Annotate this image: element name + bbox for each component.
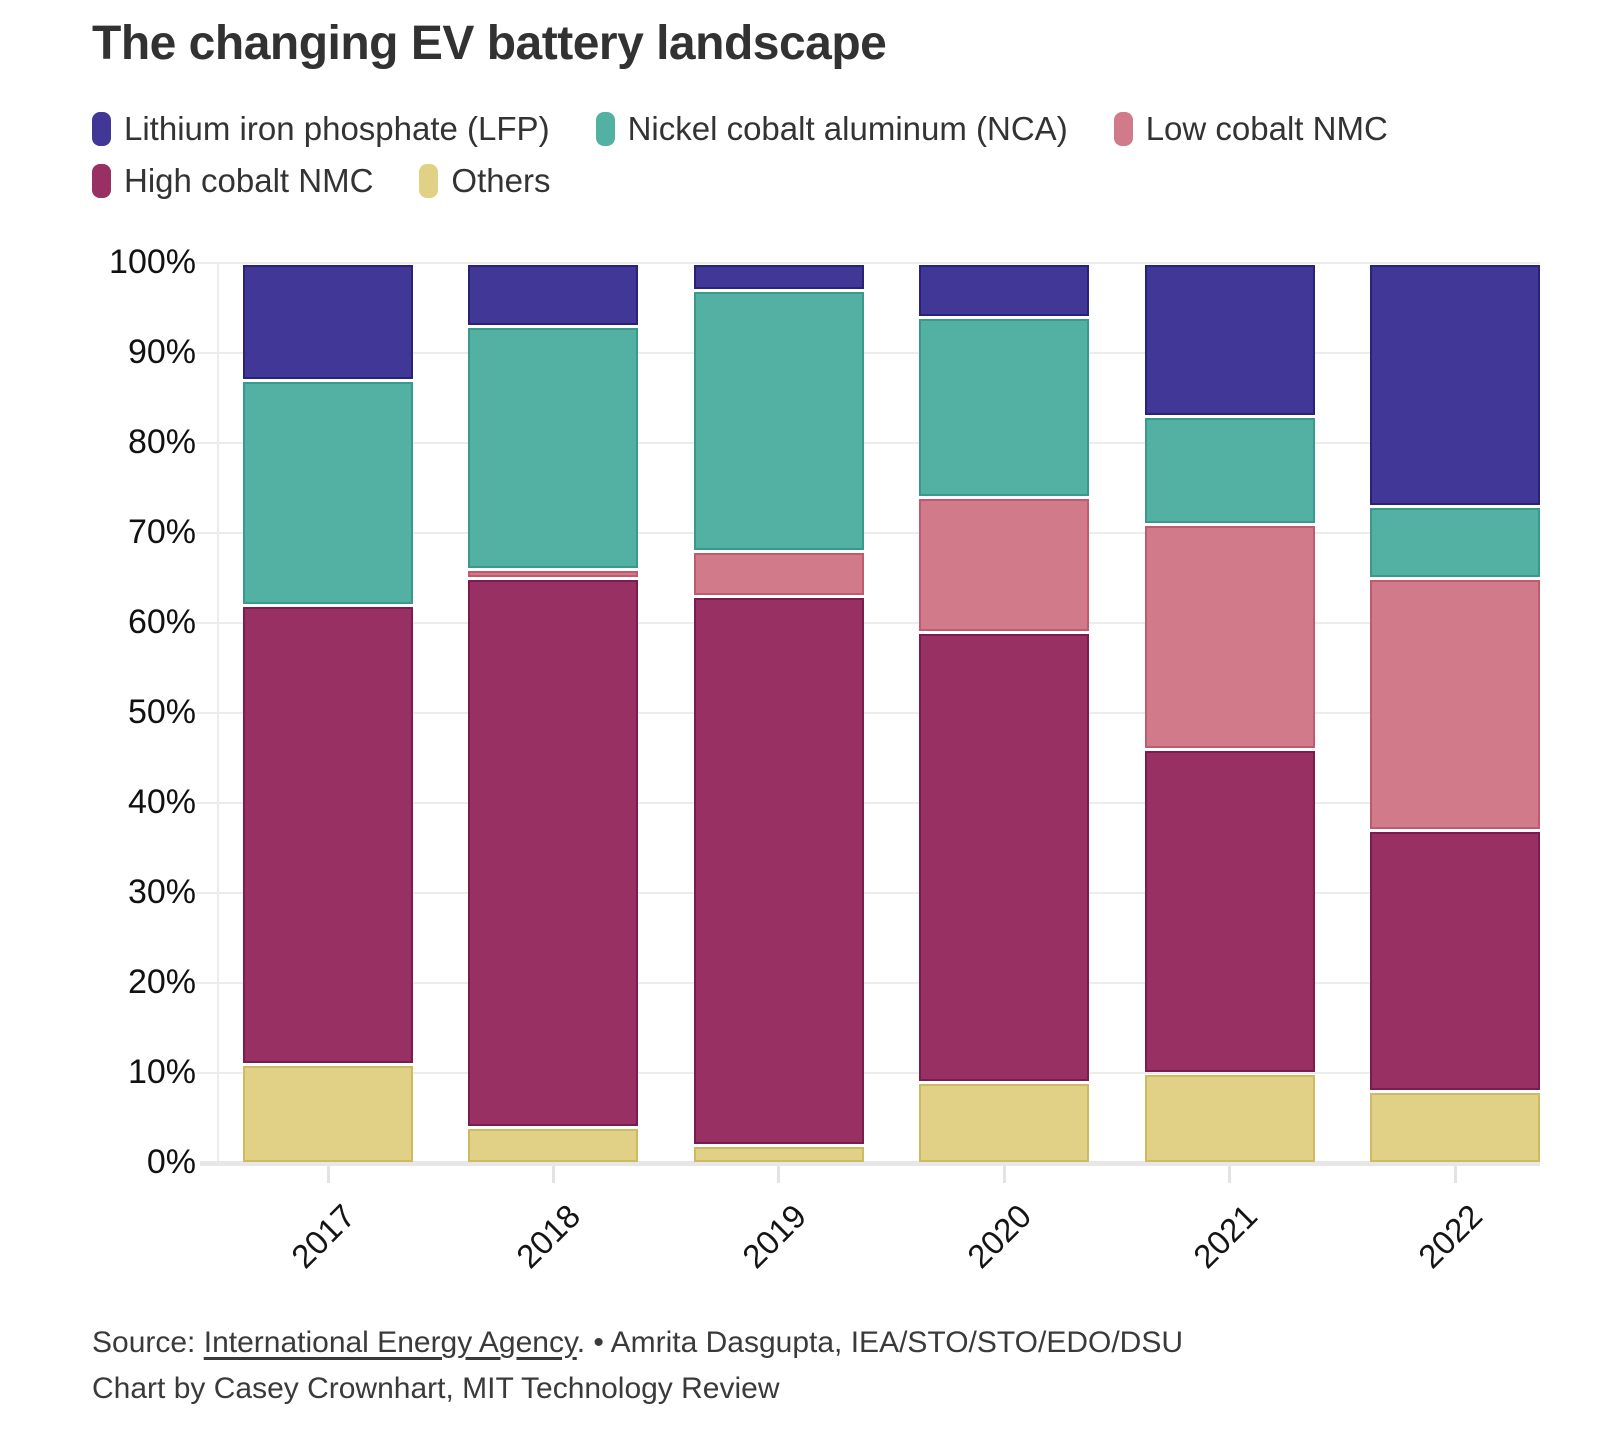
bar-segment: [1370, 1092, 1540, 1162]
x-axis-tick: [1453, 1166, 1457, 1183]
legend-swatch-icon: [419, 164, 439, 198]
gridline-80: [217, 442, 1540, 444]
legend-item-0: Lithium iron phosphate (LFP): [92, 110, 550, 148]
x-axis-tick: [1228, 1166, 1232, 1183]
gridline-100: [217, 262, 1540, 264]
x-axis-tick: [777, 1166, 781, 1183]
bar-segment: [919, 633, 1090, 1081]
source-line-2: Chart by Casey Crownhart, MIT Technology…: [92, 1372, 780, 1405]
y-axis-label: 90%: [127, 333, 196, 371]
bar-segment: [919, 1083, 1090, 1162]
gridline-60: [217, 622, 1540, 624]
bar-segment: [1370, 579, 1540, 829]
legend-label: Lithium iron phosphate (LFP): [124, 110, 550, 147]
y-axis-tick: [196, 442, 217, 444]
bar-segment: [1144, 264, 1315, 415]
y-axis-tick: [196, 532, 217, 534]
legend-item-4: Others: [419, 162, 550, 200]
gridline-40: [217, 802, 1540, 804]
legend-swatch-icon: [595, 112, 615, 146]
y-axis-tick: [196, 622, 217, 624]
y-axis-label: 30%: [127, 873, 196, 911]
legend-swatch-icon: [92, 112, 111, 146]
y-axis-label: 80%: [127, 423, 196, 461]
x-axis-label: 2022: [1411, 1197, 1490, 1276]
gridline-30: [217, 892, 1540, 894]
x-axis-label: 2020: [960, 1197, 1039, 1276]
x-axis-label: 2021: [1185, 1197, 1264, 1276]
bar-segment: [468, 1128, 639, 1162]
bar-segment: [919, 264, 1090, 316]
bar-segment: [243, 1065, 413, 1162]
gridline-70: [217, 532, 1540, 534]
bar-segment: [468, 327, 639, 568]
bar-segment: [243, 264, 413, 379]
y-axis-tick: [196, 712, 217, 714]
bar-segment: [693, 552, 864, 595]
x-axis-tick: [1002, 1166, 1006, 1183]
y-axis-label: 50%: [127, 693, 196, 731]
source-link[interactable]: International Energy Agency: [203, 1326, 577, 1359]
y-axis-label: 0%: [146, 1143, 196, 1181]
bar-segment: [1144, 417, 1315, 523]
bar-segment: [243, 606, 413, 1063]
legend-swatch-icon: [92, 164, 111, 198]
x-axis-baseline: [200, 1161, 1540, 1166]
legend-item-2: Low cobalt NMC: [1113, 110, 1388, 148]
bar-segment: [468, 579, 639, 1126]
gridline-50: [217, 712, 1540, 714]
bar-segment: [1370, 831, 1540, 1090]
x-axis-tick: [551, 1166, 555, 1183]
source-prefix: Source:: [92, 1326, 204, 1359]
source-caption: Source: International Energy Agency. • A…: [92, 1320, 1532, 1412]
y-axis-label: 60%: [127, 603, 196, 641]
bar-segment: [693, 291, 864, 550]
legend-swatch-icon: [1113, 112, 1133, 146]
bar-segment: [1370, 264, 1540, 505]
x-axis-tick: [326, 1166, 330, 1183]
y-axis-label: 40%: [127, 783, 196, 821]
bar-segment: [468, 264, 639, 325]
legend-label: High cobalt NMC: [124, 162, 374, 199]
legend-label: Low cobalt NMC: [1145, 110, 1388, 147]
bar-segment: [1144, 525, 1315, 748]
y-axis-tick: [196, 802, 217, 804]
gridline-10: [217, 1072, 1540, 1074]
gridline-90: [217, 352, 1540, 354]
x-axis-label: 2017: [284, 1197, 363, 1276]
x-axis-label: 2018: [509, 1197, 588, 1276]
bar-segment: [1144, 750, 1315, 1072]
legend-label: Nickel cobalt aluminum (NCA): [627, 110, 1068, 147]
chart-title: The changing EV battery landscape: [92, 17, 887, 70]
bar-segment: [468, 570, 639, 577]
bar-segment: [243, 381, 413, 604]
legend-label: Others: [451, 162, 551, 199]
source-line-1: Source: International Energy Agency. • A…: [92, 1320, 1532, 1366]
bar-segment: [1370, 507, 1540, 577]
y-axis-label: 70%: [127, 513, 196, 551]
legend-item-1: Nickel cobalt aluminum (NCA): [595, 110, 1068, 148]
bar-segment: [693, 1146, 864, 1162]
bar-segment: [919, 318, 1090, 496]
x-axis-label: 2019: [734, 1197, 813, 1276]
y-axis-label: 20%: [127, 963, 196, 1001]
bar-segment: [693, 264, 864, 289]
bar-segment: [919, 498, 1090, 631]
y-axis-tick: [196, 1072, 217, 1074]
legend-item-3: High cobalt NMC: [92, 162, 373, 200]
legend: Lithium iron phosphate (LFP) Nickel cobal…: [92, 110, 1482, 214]
y-axis-label: 100%: [109, 243, 196, 281]
bar-segment: [1144, 1074, 1315, 1162]
y-axis-tick: [196, 262, 217, 264]
gridline-20: [217, 982, 1540, 984]
y-axis-label: 10%: [127, 1053, 196, 1091]
bar-segment: [693, 597, 864, 1144]
source-suffix: . • Amrita Dasgupta, IEA/STO/STO/EDO/DSU: [576, 1326, 1184, 1359]
y-axis-tick: [196, 982, 217, 984]
y-axis-tick: [196, 352, 217, 354]
y-axis-tick: [196, 892, 217, 894]
